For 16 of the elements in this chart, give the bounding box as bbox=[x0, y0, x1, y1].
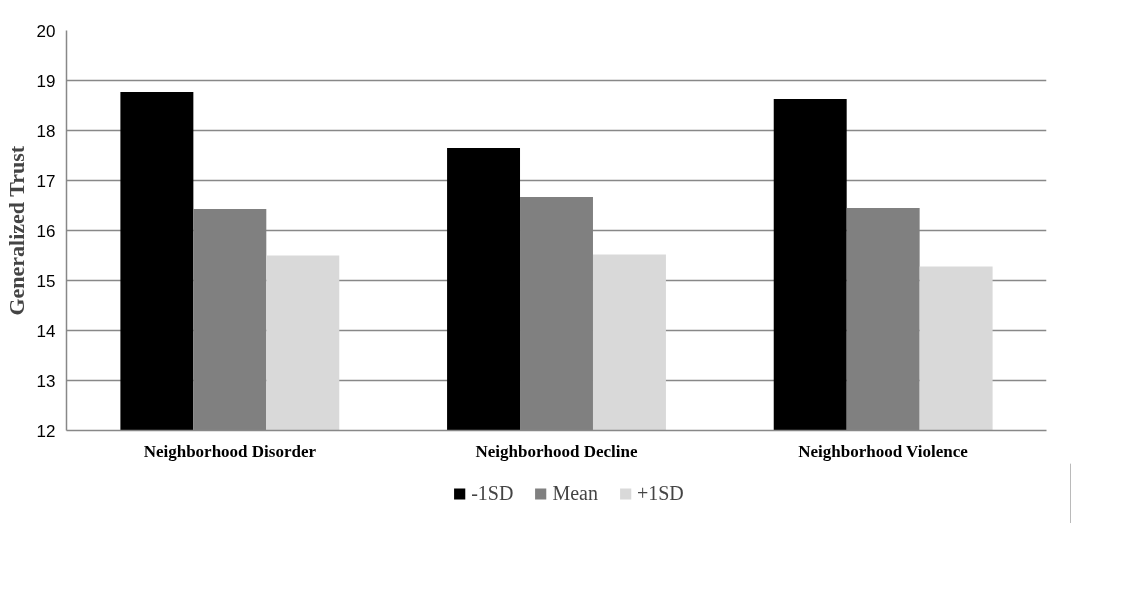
x-tick-label: Neighborhood Violence bbox=[798, 441, 969, 461]
y-tick-label: 19 bbox=[36, 71, 56, 91]
y-tick-label: 20 bbox=[36, 21, 56, 41]
y-axis-title: Generalized Trust bbox=[3, 145, 29, 316]
legend-label: +1SD bbox=[636, 481, 684, 505]
x-tick-label: Neighborhood Disorder bbox=[143, 441, 317, 461]
y-tick-label: 15 bbox=[36, 271, 56, 291]
x-tick-label: Neighborhood Decline bbox=[475, 441, 638, 461]
y-tick-label: 16 bbox=[36, 221, 56, 241]
y-tick-label: 13 bbox=[36, 371, 56, 391]
y-tick-label: 14 bbox=[36, 321, 56, 341]
y-tick-label: 17 bbox=[36, 171, 56, 191]
y-tick-label: 18 bbox=[36, 121, 56, 141]
legend-label: -1SD bbox=[471, 481, 514, 505]
legend-label: Mean bbox=[552, 481, 598, 505]
y-tick-label: 12 bbox=[36, 421, 56, 441]
